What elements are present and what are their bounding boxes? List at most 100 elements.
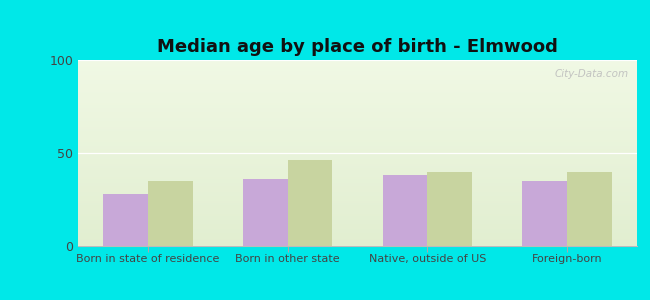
Bar [78,216,637,218]
Bar [78,142,637,144]
Bar [78,123,637,125]
Bar [78,183,637,184]
Bar [78,212,637,214]
Bar [522,181,567,246]
Bar [78,229,637,231]
Bar [78,94,637,95]
Bar [78,88,637,90]
Bar [78,138,637,140]
Bar [78,127,637,129]
Bar [78,198,637,200]
Bar [78,149,637,151]
Bar [78,218,637,220]
Bar [78,214,637,216]
Bar [78,192,637,194]
Bar [78,140,637,142]
Bar [78,166,637,168]
Bar [78,80,637,82]
Bar [78,211,637,212]
Bar [78,159,637,161]
Bar [288,160,332,246]
Bar [78,66,637,68]
Bar [78,233,637,235]
Bar [78,155,637,157]
Bar [78,160,637,162]
Bar [78,187,637,188]
Bar [78,157,637,159]
Bar [78,79,637,80]
Bar [78,105,637,106]
Bar [78,227,637,229]
Bar [78,196,637,198]
Bar [78,73,637,75]
Bar [78,147,637,149]
Bar [78,184,637,187]
Bar [78,146,637,147]
Bar [78,119,637,122]
Bar [78,238,637,240]
Bar [148,181,193,246]
Bar [78,194,637,196]
Bar [427,172,472,246]
Bar [78,60,637,62]
Bar [78,134,637,136]
Bar [78,133,637,134]
Bar [78,110,637,112]
Bar [78,172,637,173]
Title: Median age by place of birth - Elmwood: Median age by place of birth - Elmwood [157,38,558,56]
Bar [78,131,637,133]
Bar [78,92,637,94]
Bar [78,162,637,164]
Bar [78,125,637,127]
Text: City-Data.com: City-Data.com [554,69,629,79]
Bar [78,164,637,166]
Bar [78,181,637,183]
Bar [78,226,637,227]
Bar [567,172,612,246]
Bar [78,207,637,209]
Bar [78,209,637,211]
Bar [78,179,637,181]
Bar [78,151,637,153]
Bar [78,129,637,131]
Bar [78,220,637,222]
Bar [78,231,637,233]
Bar [78,95,637,97]
Bar [78,101,637,103]
Bar [78,103,637,105]
Bar [78,75,637,77]
Bar [78,170,637,172]
Bar [78,235,637,237]
Bar [78,168,637,170]
Bar [78,118,637,119]
Bar [78,153,637,155]
Bar [78,177,637,179]
Bar [78,108,637,110]
Bar [78,200,637,201]
Bar [78,188,637,190]
Bar [78,71,637,73]
Bar [78,203,637,205]
Bar [78,224,637,226]
Bar [78,122,637,123]
Bar [78,62,637,64]
Bar [78,175,637,177]
Bar [78,97,637,99]
Bar [78,242,637,244]
Bar [78,222,637,224]
Bar [78,116,637,118]
Bar [78,237,637,239]
Bar [78,114,637,116]
Bar [78,244,637,246]
Bar [78,106,637,108]
Bar [78,84,637,86]
Bar [78,144,637,146]
Bar [78,201,637,203]
Bar [78,77,637,79]
Bar [78,112,637,114]
Bar [78,86,637,88]
Bar [243,179,288,246]
Bar [78,173,637,175]
Bar [78,69,637,71]
Bar [78,136,637,138]
